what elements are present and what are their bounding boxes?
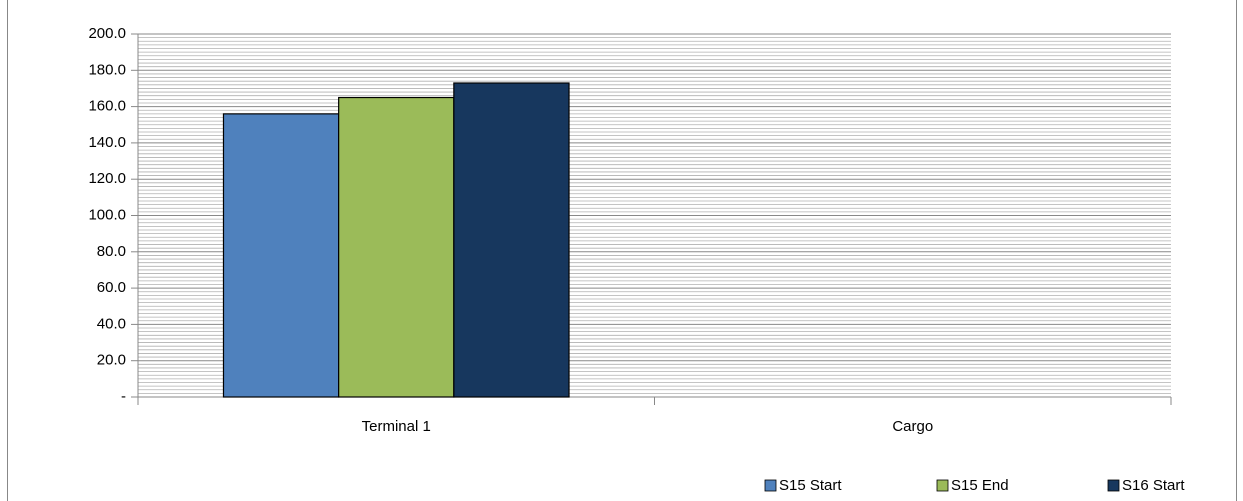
x-tick-label: Terminal 1 [362,418,431,435]
y-tick-label: 100.0 [88,206,126,223]
y-tick-label: 200.0 [88,25,126,42]
y-tick-label: 20.0 [97,352,126,369]
bar [453,82,570,398]
legend-label: S16 Start [1122,477,1185,494]
legend-swatch [936,479,949,492]
y-tick-label: - [121,388,126,405]
chart-border [7,0,1237,501]
x-tick-label: Cargo [892,418,933,435]
bar [222,113,340,398]
y-tick-label: 60.0 [97,279,126,296]
y-tick-label: 80.0 [97,243,126,260]
y-tick-label: 120.0 [88,170,126,187]
y-tick-label: 40.0 [97,315,126,332]
y-tick-label: 140.0 [88,134,126,151]
bar [338,96,455,398]
legend-swatch [1107,479,1120,492]
legend-label: S15 End [951,477,1009,494]
y-tick-label: 180.0 [88,61,126,78]
y-tick-label: 160.0 [88,98,126,115]
legend-label: S15 Start [779,477,842,494]
legend-swatch [764,479,777,492]
